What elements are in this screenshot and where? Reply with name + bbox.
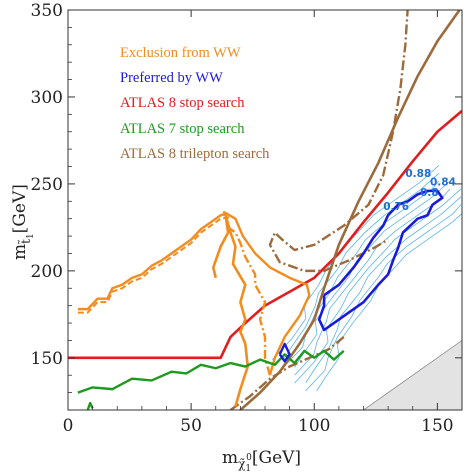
series-line-wwpref_outer — [317, 189, 444, 332]
series-line-excl_left_inner — [77, 215, 231, 314]
series-line-excl_dash — [224, 224, 272, 376]
legend-atlas8-stop: ATLAS 8 stop search — [120, 95, 245, 111]
series-line-excl_solid — [211, 213, 250, 407]
x-tick-label: 50 — [180, 416, 202, 436]
excluded-region — [362, 339, 462, 410]
y-tick-label: 250 — [31, 175, 63, 195]
series-line-excl_right — [222, 210, 311, 376]
series-line-trilep_solid — [239, 10, 462, 410]
legend-atlas7-stop: ATLAS 7 stop search — [120, 121, 245, 137]
series-line-trilep_dash — [268, 10, 409, 273]
legend-exclusion-ww: Exclusion from WW — [120, 45, 241, 61]
legend-preferred-ww: Preferred by WW — [120, 70, 223, 86]
x-tick-label: 100 — [298, 416, 330, 436]
likelihood-contour — [294, 188, 451, 376]
series-line-trilep_dash_lower — [229, 336, 345, 410]
x-tick-label: 0 — [63, 416, 74, 436]
legend-atlas8-trilepton: ATLAS 8 trilepton search — [120, 146, 270, 162]
likelihood-contour — [283, 173, 440, 360]
y-tick-label: 200 — [31, 262, 63, 282]
series-line-atlas7stop_small — [86, 401, 94, 410]
y-tick-label: 350 — [31, 1, 63, 21]
x-axis-title: mχ̃10[GeV] — [222, 448, 301, 474]
contour-label-2: 0.8 — [420, 187, 439, 199]
y-tick-label: 150 — [31, 349, 63, 369]
series-line-atlas7stop — [77, 349, 345, 394]
contour-label-1: 0.84 — [430, 177, 456, 189]
contour-label-3: 0.76 — [383, 201, 409, 213]
series-line-excl_left_outer — [77, 212, 229, 311]
contour-label-0: 0.88 — [405, 168, 431, 180]
x-tick-label: 150 — [421, 416, 453, 436]
series-line-atlas8stop — [68, 109, 462, 360]
likelihood-contour — [294, 188, 462, 384]
series-line-wwpref_small — [278, 342, 291, 363]
y-axis-title: mt̃1[GeV] — [10, 184, 36, 260]
y-tick-label: 300 — [31, 88, 63, 108]
likelihood-contour — [305, 204, 462, 392]
legend: Exclusion from WW Preferred by WW ATLAS … — [120, 45, 270, 162]
